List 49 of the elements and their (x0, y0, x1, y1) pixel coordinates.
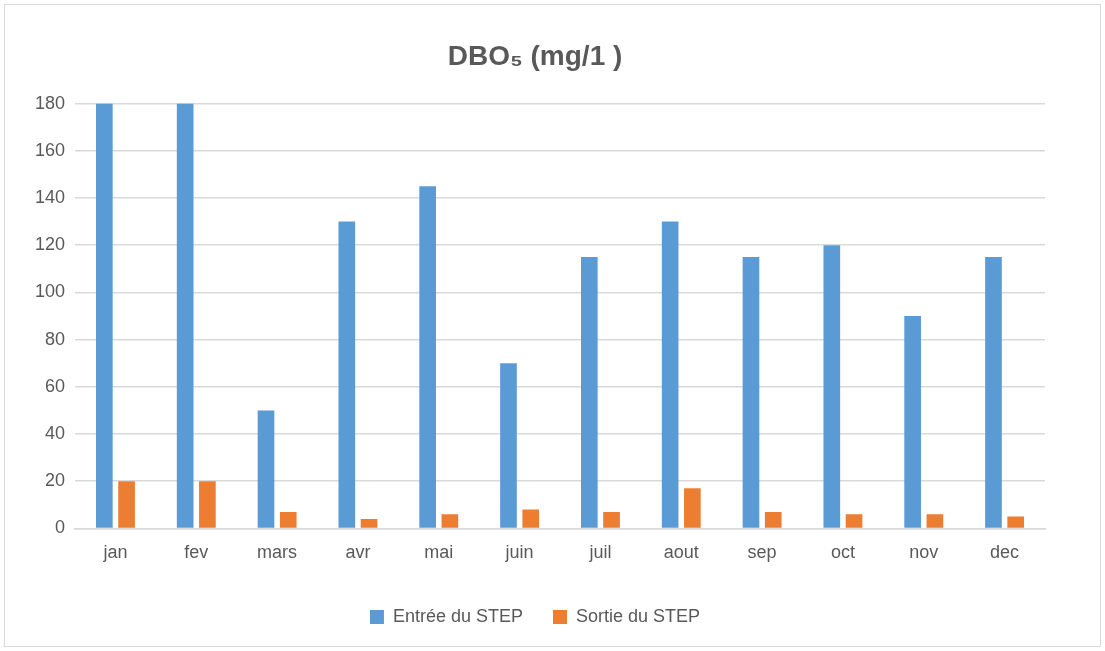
x-tick-label: jan (102, 542, 128, 563)
bar (96, 103, 113, 528)
y-tick-label: 180 (34, 92, 66, 113)
chart-title: DBO₅ (mg/1 ) (447, 39, 623, 71)
y-tick-label: 0 (55, 517, 66, 538)
y-tick-label: 20 (45, 470, 66, 491)
bar (985, 257, 1002, 528)
x-tick-label: mai (424, 542, 454, 563)
bar (845, 514, 863, 528)
y-tick-label: 160 (34, 139, 66, 160)
legend-label: Entrée du STEP (392, 605, 524, 626)
x-tick-label: dec (990, 542, 1020, 563)
x-tick-label: oct (830, 542, 855, 563)
bar (199, 481, 216, 528)
x-tick-label: aout (663, 542, 699, 563)
x-tick-label: nov (909, 542, 939, 563)
bar (522, 509, 540, 528)
bar (764, 511, 782, 528)
y-tick-label: 80 (45, 328, 66, 349)
bar (500, 363, 517, 528)
bar (684, 488, 701, 528)
x-tick-label: juil (588, 542, 612, 563)
bar (118, 481, 135, 528)
bar (360, 518, 378, 528)
bar (926, 514, 944, 528)
bar (338, 221, 356, 528)
y-tick-label: 60 (45, 375, 66, 396)
legend-label: Sortie du STEP (576, 605, 701, 626)
bar (580, 257, 598, 528)
bar (742, 257, 760, 528)
y-tick-label: 120 (34, 234, 66, 255)
bar (176, 103, 194, 528)
x-tick-label: mars (257, 542, 298, 563)
bar (661, 221, 679, 528)
bar (441, 514, 459, 528)
bar (904, 316, 921, 528)
y-tick-label: 100 (34, 281, 66, 302)
x-tick-label: juin (504, 542, 534, 563)
bar (419, 186, 436, 528)
x-tick-label: sep (747, 542, 777, 563)
x-tick-label: fev (184, 542, 209, 563)
bar (823, 245, 841, 528)
bar (279, 511, 297, 528)
y-tick-label: 40 (45, 422, 66, 443)
bar (603, 511, 620, 528)
bar (257, 410, 275, 528)
y-tick-label: 140 (34, 186, 66, 207)
x-tick-label: avr (345, 542, 371, 563)
bar (1007, 516, 1025, 528)
